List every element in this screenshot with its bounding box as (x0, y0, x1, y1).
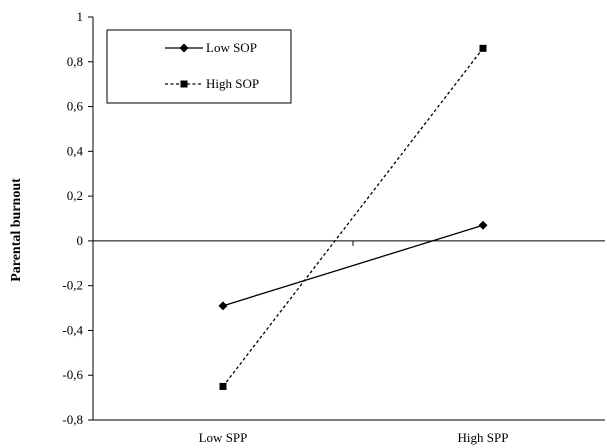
legend-label: High SOP (206, 76, 259, 91)
y-tick-label: 0,2 (67, 188, 83, 203)
series-low-sop (218, 220, 488, 311)
data-point-diamond (478, 220, 488, 230)
y-tick-label: 0 (77, 233, 84, 248)
x-tick-label: Low SPP (199, 430, 248, 445)
data-point-square (219, 382, 227, 390)
x-tick-label: High SPP (458, 430, 509, 445)
data-point-square (479, 44, 487, 52)
y-tick-label: -0,8 (62, 412, 83, 427)
legend-label: Low SOP (206, 40, 257, 55)
y-tick-label: -0,4 (62, 322, 83, 337)
legend: Low SOP High SOP (106, 29, 292, 104)
y-tick-label: 0,4 (67, 143, 84, 158)
y-tick-label: -0,6 (62, 367, 83, 382)
y-axis-title: Parental burnout (9, 178, 24, 282)
data-point-square (180, 80, 188, 88)
y-tick-label: 0,6 (67, 99, 84, 114)
data-point-diamond (179, 43, 189, 53)
series-line (222, 224, 484, 307)
data-point-diamond (218, 301, 228, 311)
y-tick-label: 0,8 (67, 54, 83, 69)
legend-box (106, 29, 292, 104)
y-tick-label: -0,2 (62, 278, 83, 293)
y-tick-label: 1 (77, 9, 84, 24)
series-layer (218, 44, 488, 390)
axes: 1 0,8 0,6 0,4 0,2 0 -0,2 -0,4 -0,6 -0,8 Low SPP Hig… (62, 9, 605, 445)
series-high-sop (219, 44, 487, 390)
